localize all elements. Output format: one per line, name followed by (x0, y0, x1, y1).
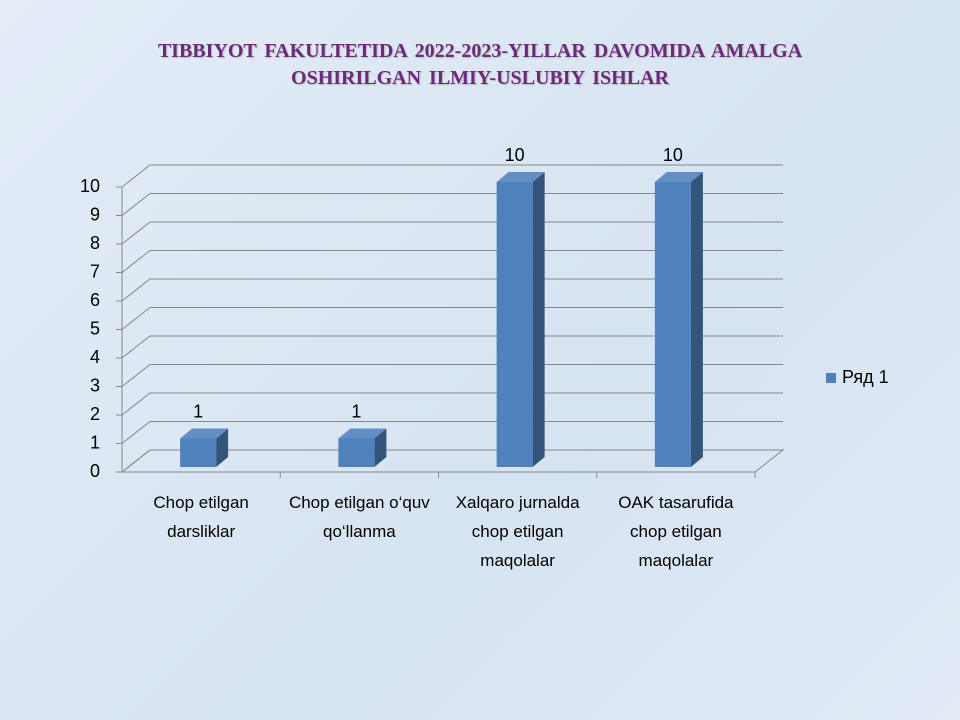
bar-top (180, 428, 229, 439)
value-label: 10 (505, 145, 525, 165)
bar-side (690, 172, 703, 467)
y-tick-label: 1 (90, 432, 100, 452)
x-tick-label: Chop etilgan o‘quv qo‘llanma (288, 493, 430, 541)
legend-label: Ряд 1 (842, 367, 889, 387)
grid-line (121, 364, 783, 387)
y-tick-label: 3 (90, 375, 100, 395)
y-tick-label: 10 (80, 176, 100, 196)
grid-line (121, 392, 783, 416)
grid-line (121, 221, 783, 245)
grid-line (121, 278, 783, 302)
chart-title: TIBBIYOT FAKULTETIDA 2022-2023-YILLAR DA… (157, 40, 803, 89)
bar (338, 428, 387, 467)
y-tick-label: 8 (90, 233, 100, 253)
bar-side (532, 172, 545, 467)
value-label: 10 (663, 145, 683, 165)
bar (654, 172, 703, 467)
grid-line (121, 449, 783, 473)
y-tick-label: 4 (90, 347, 100, 367)
grid-line (121, 335, 783, 359)
y-tick-label: 9 (90, 204, 100, 224)
bar-top (338, 428, 387, 439)
bar-front (654, 182, 691, 467)
value-label: 1 (351, 401, 361, 421)
x-tick-label: Xalqaro jurnalda chop etilgan maqolalar (455, 493, 580, 570)
bar-front (180, 438, 217, 467)
bar-front (496, 182, 533, 467)
grid-line (121, 250, 783, 273)
x-tick-label: Chop etilgan darsliklar (153, 493, 249, 541)
grid-line (121, 421, 783, 444)
bar-top (496, 172, 545, 182)
bar (180, 428, 229, 467)
grid-line (121, 193, 783, 216)
bar-top (654, 172, 703, 182)
y-tick-label: 2 (90, 404, 100, 424)
value-label: 1 (193, 401, 203, 421)
bar-side (374, 428, 387, 467)
y-tick-label: 0 (90, 461, 100, 481)
bar-front (338, 438, 375, 467)
grid-line (121, 307, 783, 330)
y-tick-label: 6 (90, 290, 100, 310)
y-tick-label: 7 (90, 261, 100, 281)
grid-line (121, 164, 783, 188)
legend-swatch (826, 373, 836, 383)
bar (496, 172, 545, 467)
x-tick-label: OAK tasarufida chop etilgan maqolalar (618, 493, 734, 570)
y-tick-label: 5 (90, 318, 100, 338)
bar-side (216, 428, 229, 467)
